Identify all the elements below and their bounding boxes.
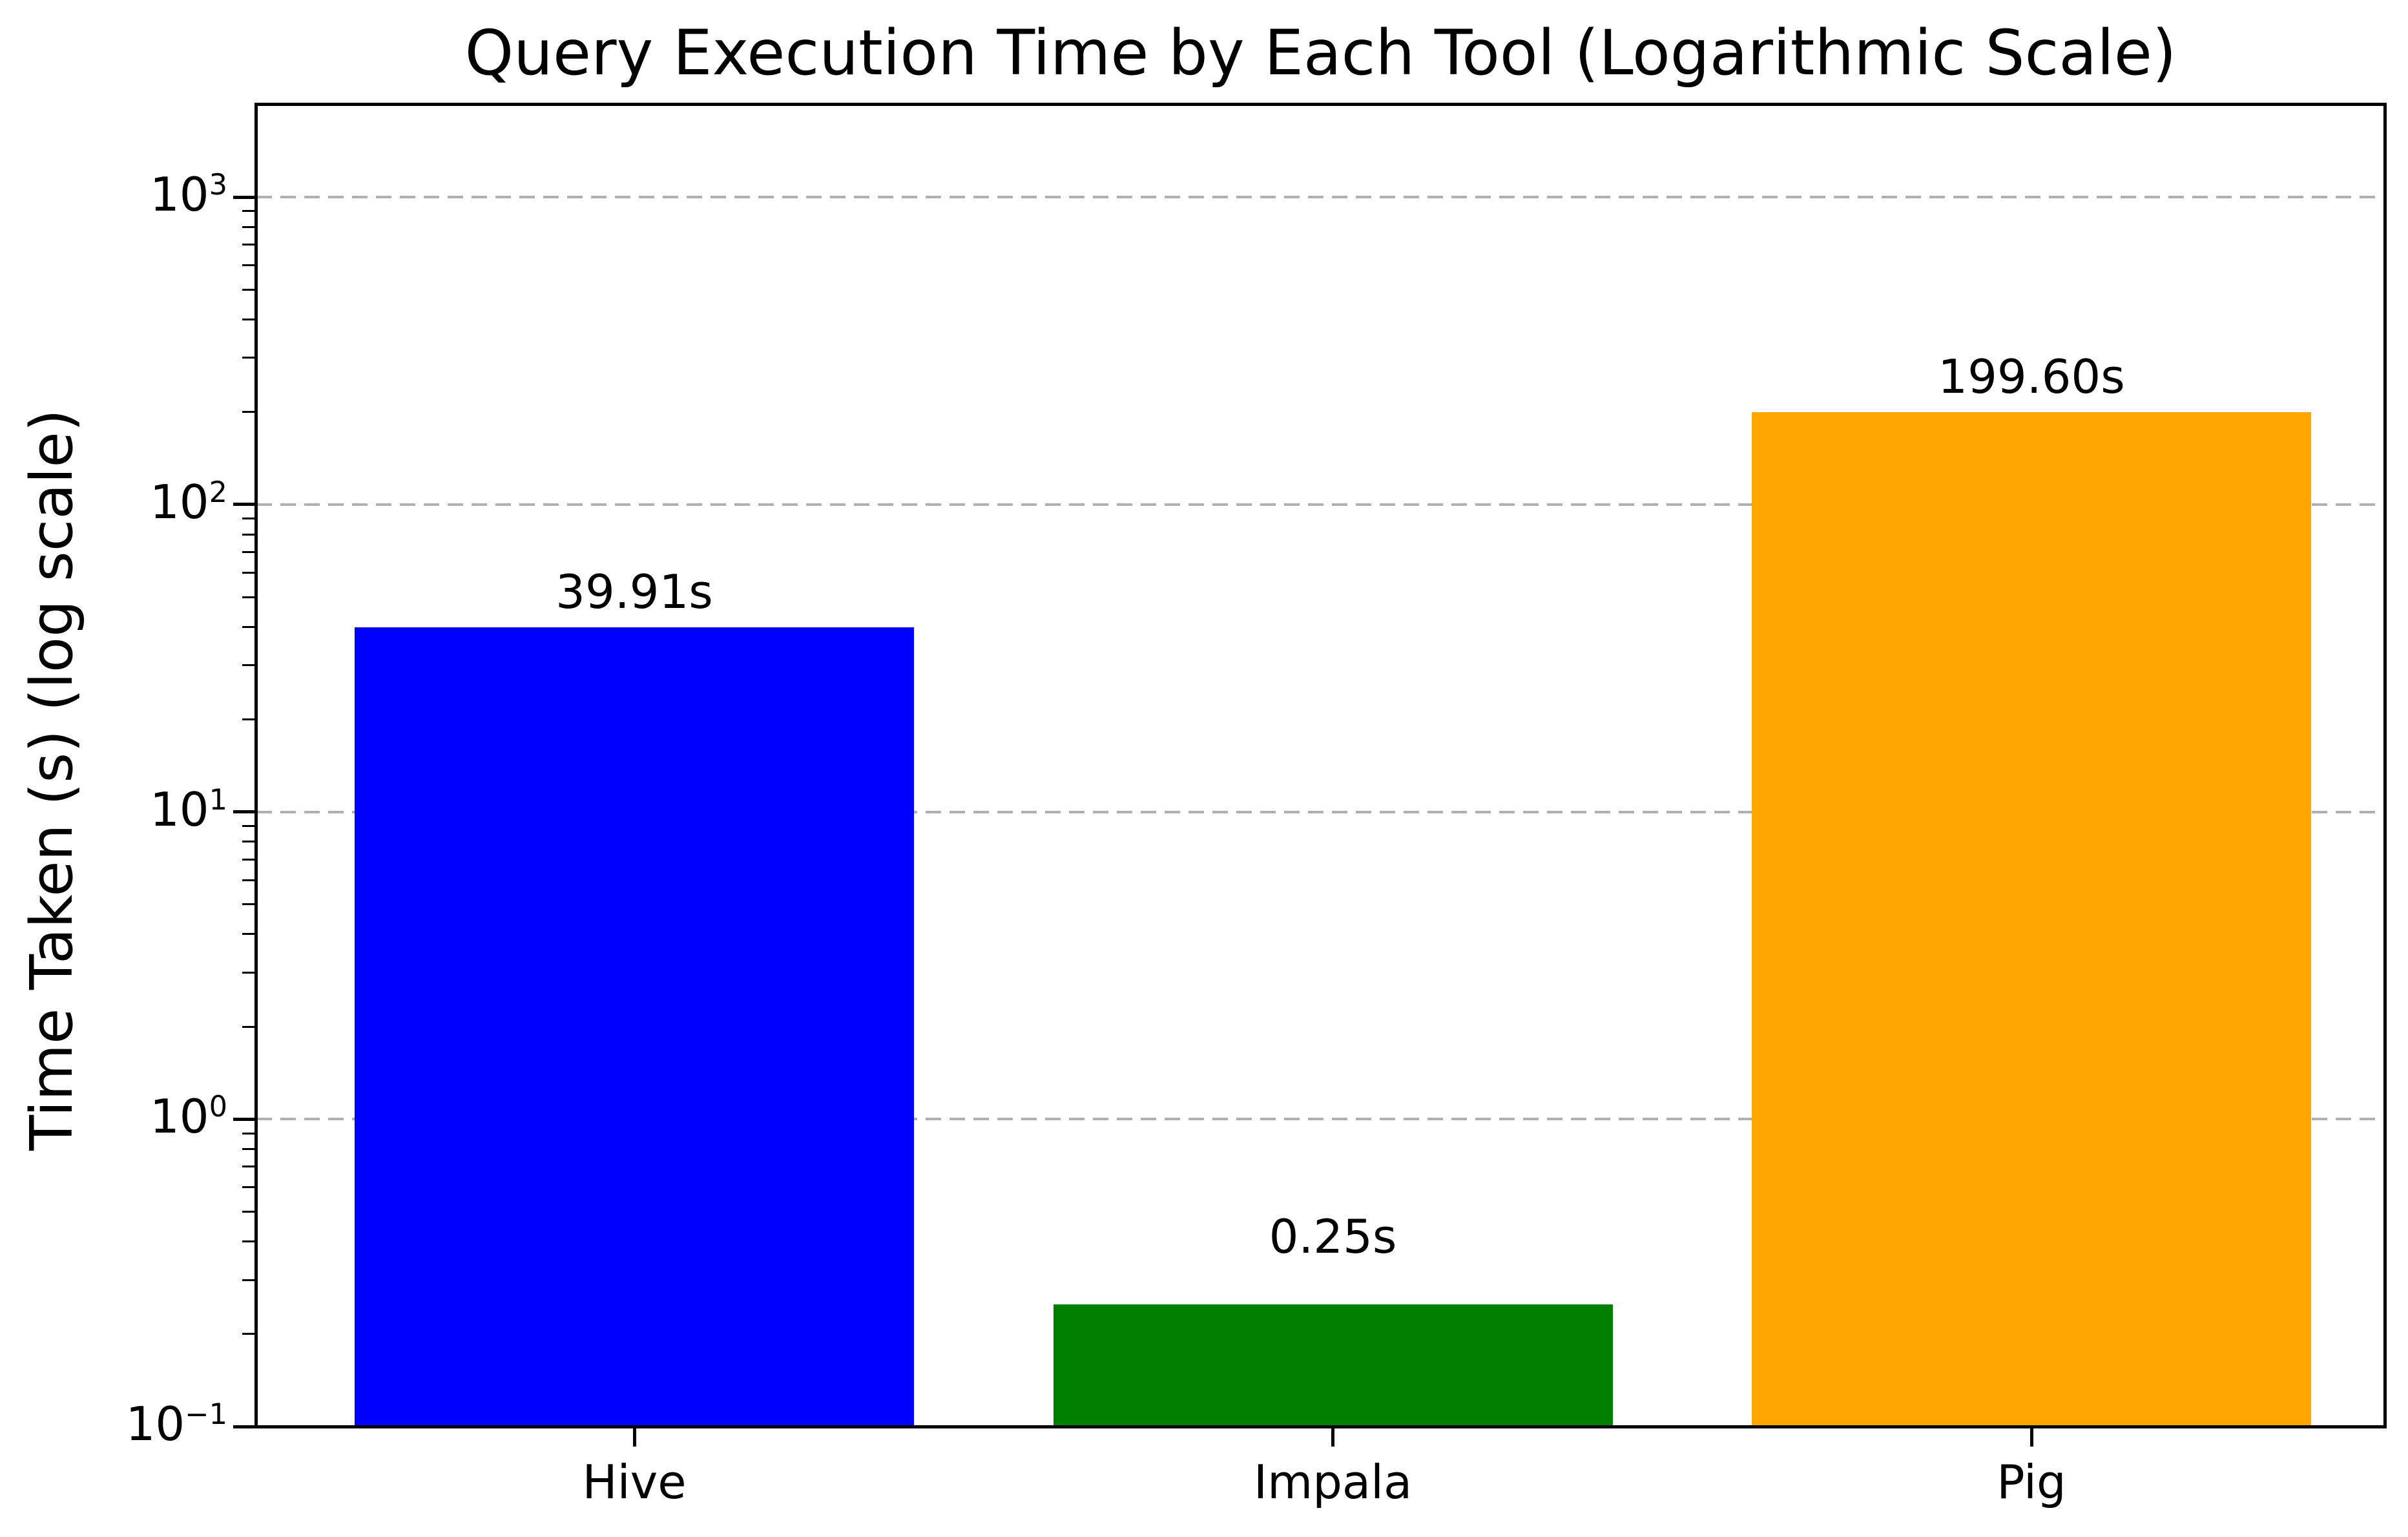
- y-minor-tick: [242, 858, 255, 861]
- y-major-tick: [233, 195, 255, 199]
- y-minor-tick: [242, 319, 255, 320]
- y-tick-label: 10−1: [0, 1400, 227, 1447]
- y-tick-label: 101: [0, 782, 227, 832]
- y-minor-tick: [242, 533, 255, 536]
- bar-impala: [1053, 1304, 1613, 1427]
- y-major-tick: [233, 810, 255, 814]
- y-minor-tick: [242, 1166, 255, 1168]
- y-gridline: [256, 503, 2385, 506]
- y-minor-tick: [242, 879, 255, 881]
- y-minor-tick: [242, 933, 255, 936]
- y-minor-tick: [242, 288, 255, 291]
- y-minor-tick: [242, 1186, 255, 1189]
- y-minor-tick: [242, 1132, 255, 1134]
- y-gridline: [256, 1118, 2385, 1121]
- y-minor-tick: [242, 244, 255, 246]
- bar-value-label: 199.60s: [1938, 350, 2125, 404]
- y-minor-tick: [242, 1211, 255, 1213]
- y-tick-label-exponent: 0: [209, 1090, 227, 1124]
- x-tick-label-pig: Pig: [1997, 1455, 2066, 1509]
- y-minor-tick: [242, 551, 255, 554]
- bar-value-label: 0.25s: [1269, 1209, 1397, 1264]
- y-minor-tick: [242, 1240, 255, 1243]
- y-minor-tick: [242, 625, 255, 628]
- y-major-tick: [233, 1425, 255, 1428]
- y-tick-label-exponent: 3: [209, 168, 227, 202]
- bar-value-label: 39.91s: [555, 564, 713, 619]
- y-minor-tick: [242, 841, 255, 843]
- y-tick-label: 100: [0, 1093, 227, 1140]
- chart-title: Query Execution Time by Each Tool (Logar…: [464, 17, 2177, 89]
- y-tick-label-exponent: 2: [209, 475, 227, 509]
- y-minor-tick: [242, 357, 255, 359]
- y-minor-tick: [242, 411, 255, 413]
- bar-pig: [1752, 412, 2311, 1427]
- y-minor-tick: [242, 518, 255, 520]
- y-minor-tick: [242, 1333, 255, 1335]
- y-minor-tick: [242, 1147, 255, 1150]
- y-tick-label-base: 10: [149, 1089, 209, 1144]
- y-minor-tick: [242, 903, 255, 906]
- x-tick-label-impala: Impala: [1253, 1455, 1413, 1509]
- y-major-tick: [233, 1117, 255, 1121]
- y-minor-tick: [242, 971, 255, 974]
- y-tick-label-base: 10: [149, 167, 209, 222]
- y-tick-label: 102: [0, 475, 227, 525]
- y-minor-tick: [242, 596, 255, 598]
- y-minor-tick: [242, 264, 255, 267]
- y-major-tick: [233, 503, 255, 507]
- x-tick: [632, 1428, 636, 1447]
- y-minor-tick: [242, 1025, 255, 1028]
- y-minor-tick: [242, 571, 255, 574]
- y-tick-label-exponent: 1: [209, 782, 227, 817]
- y-tick-label-base: 10: [149, 474, 209, 529]
- y-minor-tick: [242, 718, 255, 720]
- y-minor-tick: [242, 1279, 255, 1281]
- y-gridline: [256, 810, 2385, 813]
- y-gridline: [256, 196, 2385, 199]
- y-minor-tick: [242, 210, 255, 213]
- x-tick: [2029, 1428, 2033, 1447]
- y-tick-label-exponent: −1: [185, 1397, 227, 1431]
- y-minor-tick: [242, 664, 255, 667]
- bar-hive: [355, 627, 914, 1427]
- y-minor-tick: [242, 824, 255, 827]
- y-tick-label-base: 10: [125, 1397, 185, 1451]
- x-tick-label-hive: Hive: [582, 1455, 687, 1509]
- y-tick-label-base: 10: [149, 782, 209, 837]
- x-tick: [1331, 1428, 1334, 1447]
- y-tick-label: 103: [0, 171, 227, 218]
- y-minor-tick: [242, 225, 255, 228]
